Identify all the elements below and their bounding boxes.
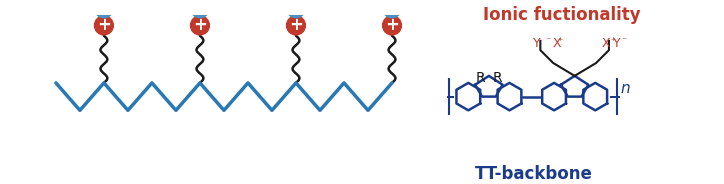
Text: n: n — [620, 81, 630, 96]
Circle shape — [190, 0, 209, 18]
Text: X: X — [602, 37, 611, 50]
Text: R: R — [476, 71, 485, 85]
Text: Ionic fuctionality: Ionic fuctionality — [483, 6, 641, 24]
Circle shape — [287, 0, 306, 18]
Circle shape — [94, 16, 114, 35]
Text: +: + — [97, 16, 111, 34]
Text: +: + — [97, 0, 111, 17]
Text: +: + — [385, 16, 399, 34]
Circle shape — [287, 16, 306, 35]
Text: +: + — [193, 0, 207, 17]
Text: +: + — [289, 16, 303, 34]
Text: ⁻: ⁻ — [621, 37, 626, 47]
Text: ⁺: ⁺ — [610, 37, 615, 47]
Text: +: + — [193, 16, 207, 34]
Text: Y: Y — [613, 37, 621, 50]
Text: +: + — [385, 0, 399, 17]
Text: X: X — [549, 37, 562, 50]
Circle shape — [382, 0, 401, 18]
Text: ⁺: ⁺ — [557, 37, 563, 47]
Text: R: R — [492, 71, 502, 85]
Circle shape — [382, 16, 401, 35]
Text: Y: Y — [533, 37, 540, 50]
Circle shape — [94, 0, 114, 18]
Text: +: + — [289, 0, 303, 17]
Text: ⁻: ⁻ — [545, 37, 551, 47]
Text: TT-backbone: TT-backbone — [474, 165, 592, 183]
Circle shape — [190, 16, 209, 35]
